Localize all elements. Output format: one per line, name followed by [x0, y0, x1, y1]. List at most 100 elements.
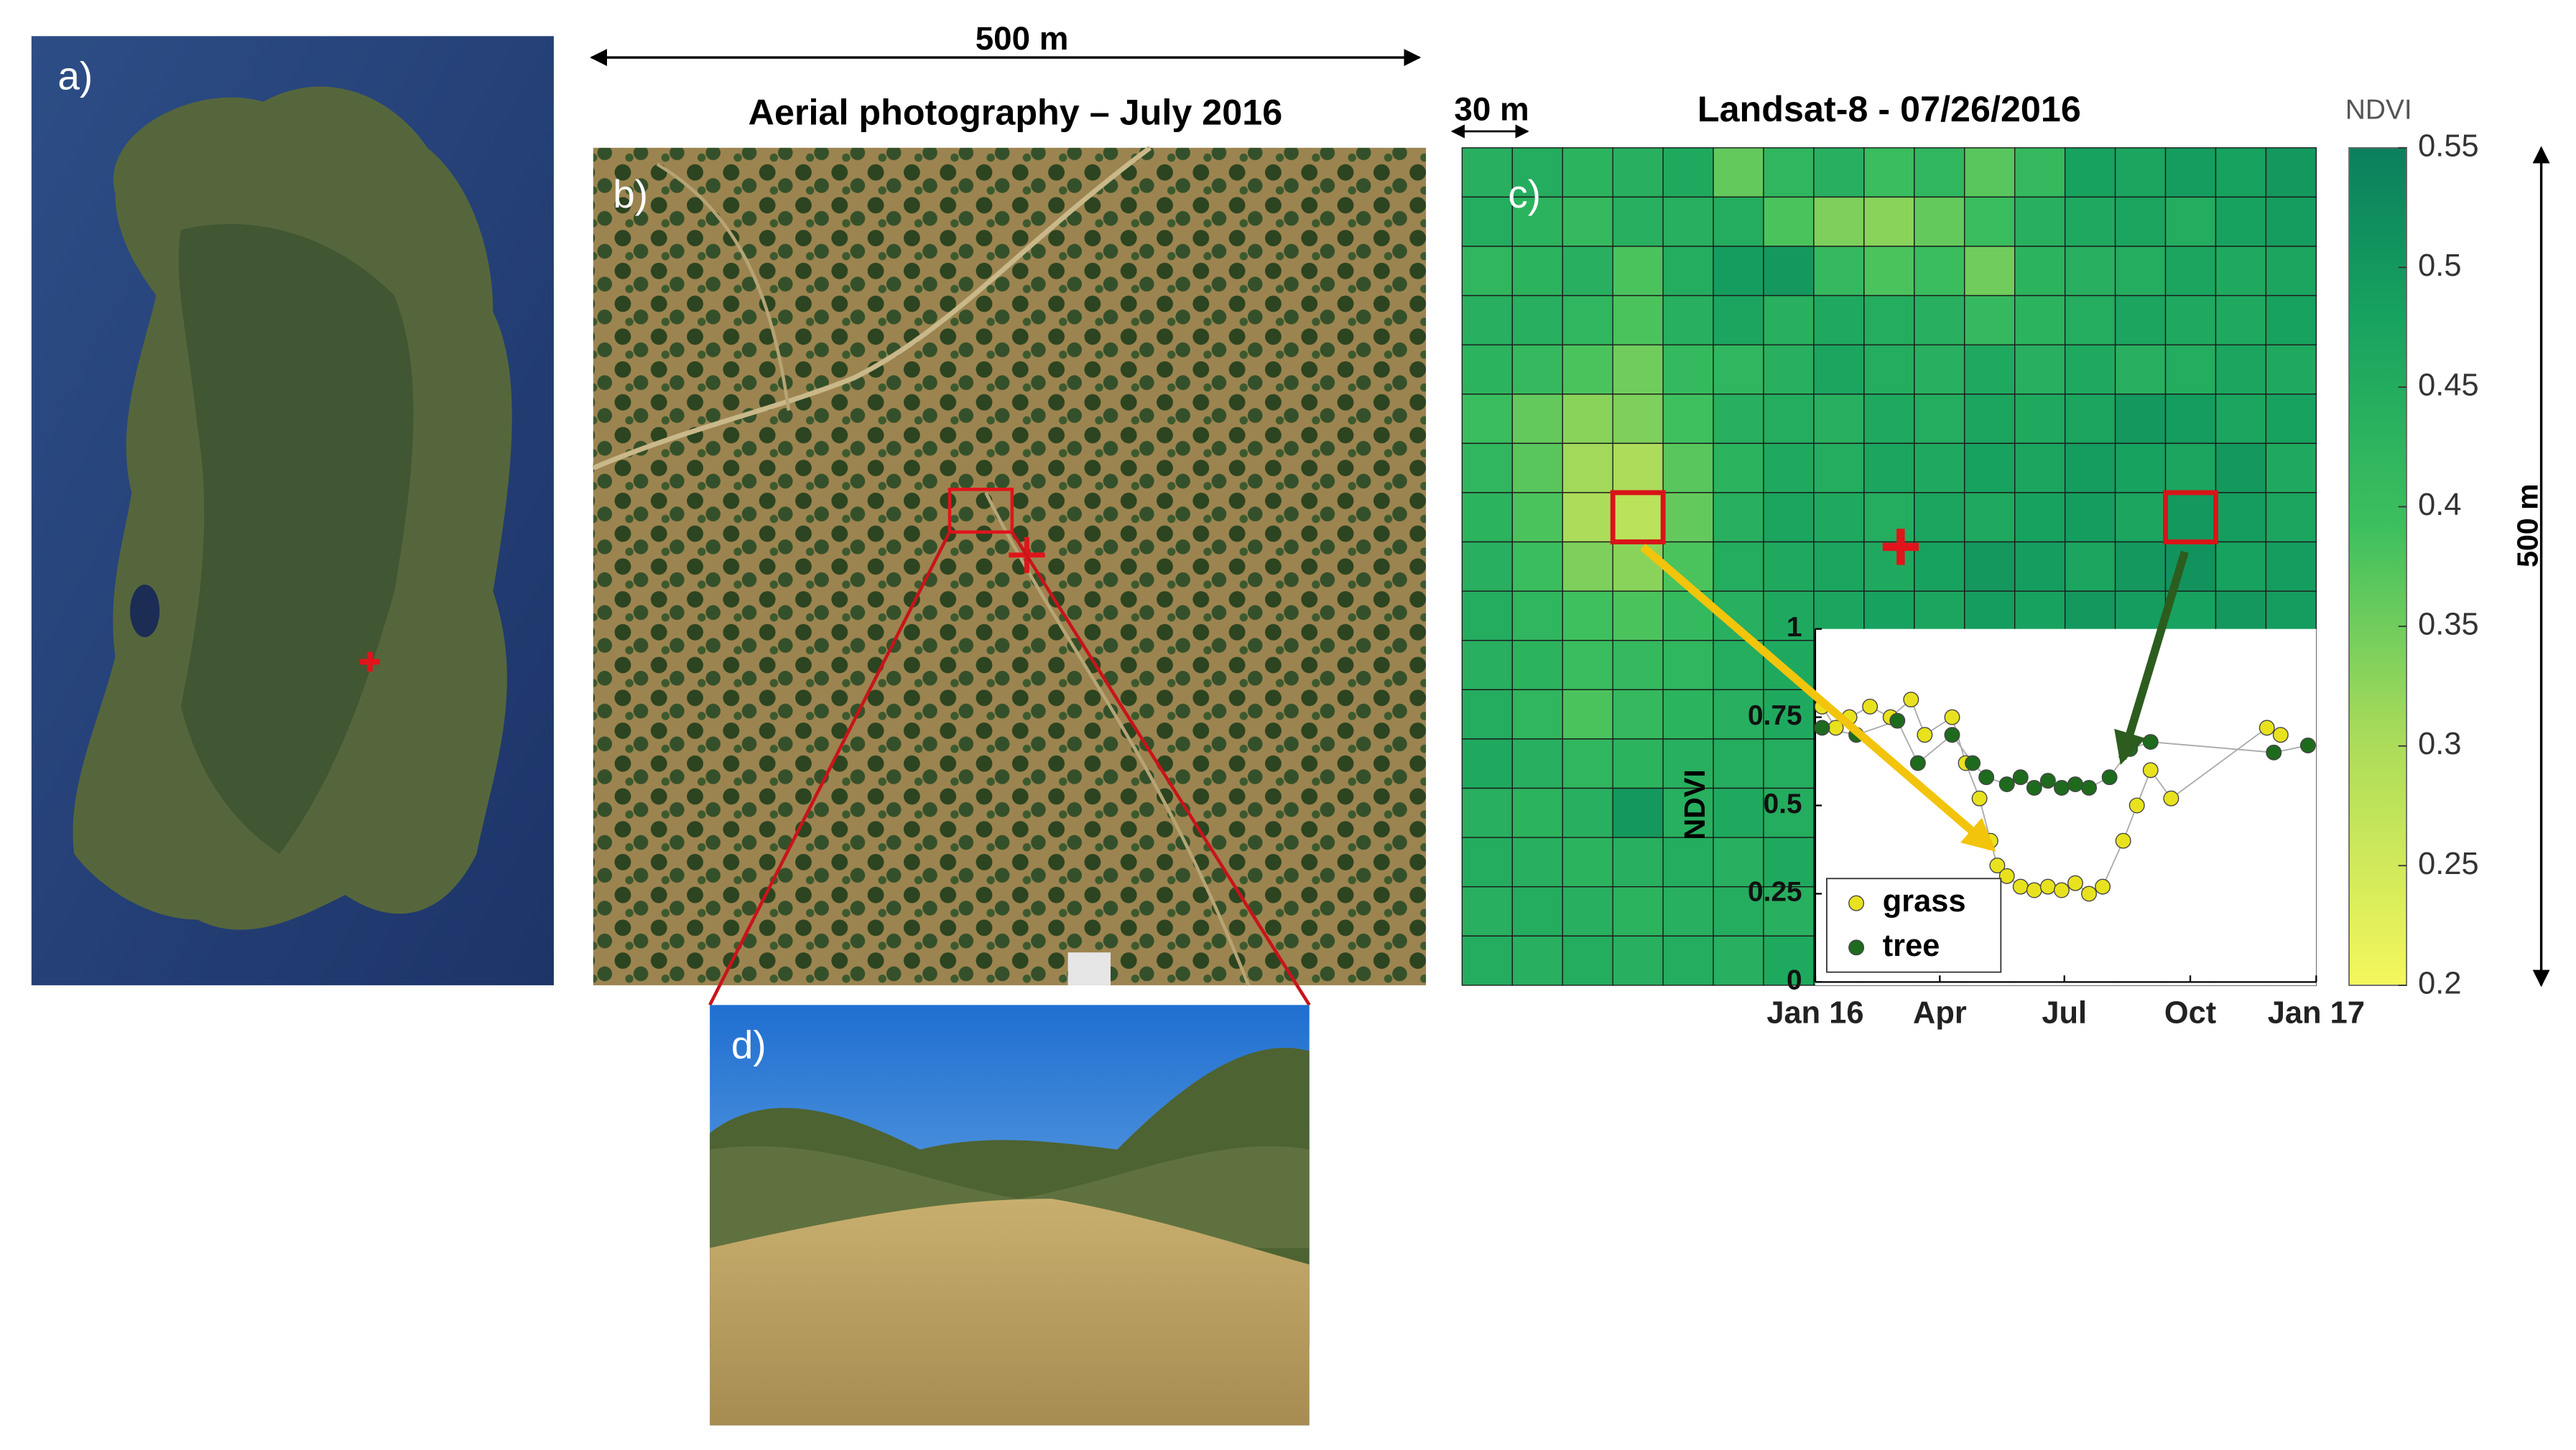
- heatmap-cell: [1713, 147, 1764, 198]
- heatmap-cell: [1662, 147, 1714, 198]
- heatmap-cell: [1461, 196, 1513, 247]
- scale-label: 30 m: [1454, 91, 1529, 128]
- point: [2258, 720, 2275, 736]
- heatmap-cell: [1863, 196, 1915, 247]
- point: [2026, 882, 2042, 898]
- track: [592, 146, 1152, 470]
- heatmap-cell: [1763, 738, 1815, 789]
- panel-title: Aerial photography – July 2016: [749, 91, 1283, 132]
- heatmap-cell: [1813, 147, 1865, 198]
- heatmap-cell: [1511, 787, 1563, 838]
- point: [1909, 755, 1926, 771]
- heatmap-cell: [1562, 541, 1613, 592]
- heatmap-cell: [1612, 492, 1664, 543]
- heatmap-cell: [2114, 394, 2167, 445]
- heatmap-cell: [2215, 442, 2267, 493]
- heatmap-cell: [2014, 294, 2066, 345]
- heatmap-cell: [2265, 246, 2317, 297]
- point: [2142, 762, 2159, 779]
- heatmap-cell: [1461, 738, 1513, 789]
- point: [2272, 727, 2289, 743]
- heatmap-cell: [1612, 294, 1664, 345]
- heatmap-cell: [2064, 394, 2116, 445]
- heatmap-cell: [1713, 246, 1764, 297]
- heatmap-cell: [1612, 886, 1664, 937]
- heatmap-cell: [1511, 394, 1563, 445]
- pointer-arrow: [1640, 544, 1996, 852]
- heatmap-cell: [1964, 294, 2016, 345]
- heatmap-cell: [1511, 344, 1563, 395]
- heatmap-cell: [2164, 394, 2217, 445]
- x-tick-label: Jan 16: [1766, 996, 1863, 1031]
- heatmap-cell: [1763, 541, 1815, 592]
- heatmap-cell: [1662, 246, 1714, 297]
- heatmap-cell: [1461, 689, 1513, 740]
- heatmap-cell: [2265, 147, 2317, 198]
- heatmap-cell: [1763, 935, 1815, 986]
- heatmap-cell: [2064, 492, 2116, 543]
- heatmap-cell: [1612, 738, 1664, 789]
- heatmap-cell: [1863, 246, 1915, 297]
- point: [2095, 878, 2111, 895]
- heatmap-cell: [1914, 344, 1965, 395]
- y-axis-label: NDVI: [1678, 769, 1711, 840]
- heatmap-cell: [1713, 394, 1764, 445]
- x-tick-label: Jan 17: [2268, 996, 2365, 1031]
- point: [2039, 773, 2056, 789]
- point: [2128, 797, 2145, 814]
- colorbar-tick-label: 0.4: [2418, 488, 2461, 522]
- heatmap-cell: [2215, 147, 2267, 198]
- heatmap-cell: [1612, 590, 1664, 641]
- heatmap-cell: [2114, 196, 2167, 247]
- heatmap-cell: [1461, 394, 1513, 445]
- heatmap-cell: [2014, 246, 2066, 297]
- heatmap-cell: [2064, 294, 2116, 345]
- heatmap-cell: [1863, 394, 1915, 445]
- heatmap-cell: [1562, 689, 1613, 740]
- panel-c: 30 m Landsat-8 - 07/26/2016 NDVI 500 m: [1450, 88, 2550, 987]
- heatmap-cell: [1813, 246, 1865, 297]
- point: [1998, 776, 2015, 793]
- colorbar-tick-label: 0.25: [2418, 847, 2479, 881]
- y-tick-label: 0.25: [1748, 877, 1802, 908]
- heatmap-cell: [1914, 541, 1965, 592]
- heatmap-cell: [2064, 246, 2116, 297]
- panel-a: a): [31, 36, 554, 985]
- heatmap-cell: [1914, 442, 1965, 493]
- colorbar-tick-label: 0.5: [2418, 248, 2461, 283]
- y-tick-label: 0.75: [1748, 700, 1802, 731]
- heatmap-cell: [1461, 590, 1513, 641]
- zoom-line: [708, 531, 952, 1006]
- point: [2142, 734, 2159, 750]
- site-marker: [360, 651, 380, 672]
- heatmap-cell: [1612, 394, 1664, 445]
- point: [1998, 868, 2015, 884]
- point: [1944, 727, 1960, 743]
- point: [2026, 779, 2042, 796]
- point: [1862, 698, 1878, 715]
- legend-swatch: [1848, 939, 1865, 956]
- heatmap-cell: [1662, 442, 1714, 493]
- heatmap-cell: [1964, 541, 2016, 592]
- heatmap-cell: [2014, 196, 2066, 247]
- dry-grass: [710, 1199, 1310, 1426]
- panel-label: a): [57, 53, 93, 98]
- panel-label: d): [731, 1022, 766, 1066]
- heatmap-cell: [2114, 541, 2167, 592]
- heatmap-cell: [1562, 294, 1613, 345]
- heatmap-cell: [1562, 787, 1613, 838]
- point: [2039, 878, 2056, 895]
- heatmap-cell: [2215, 294, 2267, 345]
- heatmap-cell: [1612, 640, 1664, 691]
- heatmap-cell: [1562, 886, 1613, 937]
- point: [2067, 875, 2083, 891]
- heatmap-cell: [1562, 246, 1613, 297]
- heatmap-cell: [1612, 935, 1664, 986]
- heatmap-cell: [1713, 294, 1764, 345]
- heatmap-cell: [2164, 294, 2217, 345]
- heatmap-cell: [1914, 196, 1965, 247]
- scale-label: 500 m: [976, 20, 1069, 57]
- x-tick-label: Jul: [2042, 996, 2087, 1031]
- heatmap-cell: [1612, 837, 1664, 888]
